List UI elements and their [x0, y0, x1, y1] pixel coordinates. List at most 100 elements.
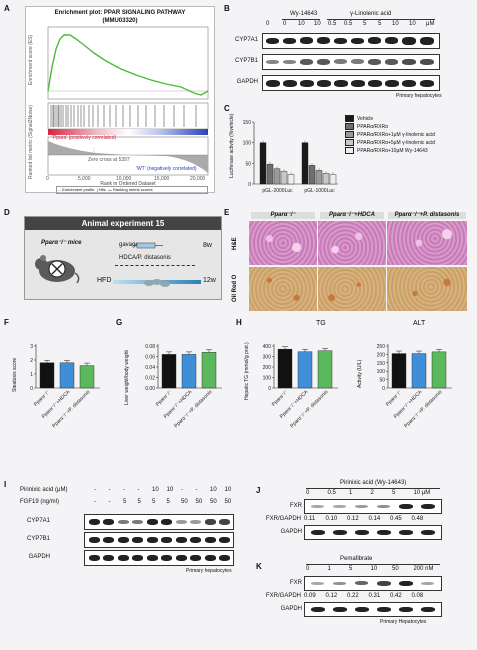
i-row1-value: 10: [166, 487, 174, 493]
blot-i-gapdh: [84, 550, 234, 566]
b-row-label: CYP7A1: [234, 37, 258, 43]
j-conc-row: 0 0.5 1 2 5 10 μM: [306, 490, 446, 498]
histology-he-3: [387, 221, 467, 265]
j-ratio: 0.11: [304, 516, 316, 522]
i-row1-value: 10: [224, 487, 232, 493]
syringe-icon: [133, 242, 163, 249]
f-ylabel: Steatosis score: [12, 357, 18, 392]
h-ylabel-alt: Activity (U/L): [357, 359, 363, 388]
ytick-label: 1: [30, 372, 33, 378]
k-ratio: 0.42: [390, 593, 402, 599]
j-row-label: GAPDH: [280, 529, 302, 535]
ytick-label: 0: [382, 386, 385, 392]
b-row-label: CYP7B1: [234, 58, 258, 64]
i-row2-value: 50: [224, 499, 232, 505]
schema-12w: 12w: [203, 277, 216, 284]
c-legend-item: PPARα/RXRα: [345, 123, 470, 131]
c-legend-label: PPARα/RXRα: [357, 124, 388, 130]
legend-swatch-icon: [345, 131, 354, 139]
c-legend-item: PPARα/RXRα+5μM γ-linolenic acid: [345, 139, 470, 147]
i-row1-values: - - - - 10 10 - - 10 10: [94, 487, 234, 495]
b-unit: μM: [426, 21, 435, 27]
k-ratio: 0.22: [347, 593, 359, 599]
i-row1-value: 10: [152, 487, 159, 493]
c-category-label: pGL-1000Luc: [304, 188, 335, 194]
c-legend-label: PPARα/RXRα+1μM γ-linolenic acid: [357, 132, 435, 138]
h-title-tg: TG: [316, 320, 326, 327]
j-conc: 5: [392, 490, 396, 496]
blot-k-gapdh: [304, 602, 442, 617]
bar: [391, 353, 407, 389]
bar: [201, 352, 217, 389]
b-conc: 10: [298, 21, 305, 27]
bar: [277, 348, 293, 389]
ytick-label: 200: [263, 365, 272, 371]
bar: [39, 362, 55, 389]
bar: [431, 351, 447, 389]
c-bar: [266, 163, 274, 185]
k-caption: Primary Hepatocytes: [380, 619, 427, 625]
panel-label-c: C: [224, 104, 230, 113]
i-row2-values: - - 5 5 5 5 50 50 50 50: [94, 499, 234, 507]
i-row2-value: 5: [152, 499, 156, 505]
e-row-label: H&E: [232, 237, 238, 250]
b-row-label: GAPDH: [236, 79, 258, 85]
mouse-icon: [35, 255, 80, 284]
i-row2-value: -: [108, 499, 111, 505]
bar: [411, 353, 427, 389]
h-ylabel-tg: Hepatic TG (mmol/g prot.): [244, 342, 250, 400]
panel-label-g: G: [116, 318, 123, 327]
j-conc: 1: [349, 490, 353, 496]
b-conc: 0.5: [344, 21, 353, 27]
gsea-subtitle: (MMU03320): [102, 18, 138, 24]
ytick-label: 200: [377, 352, 386, 358]
i-row2-value: 50: [210, 499, 217, 505]
k-conc: 200 nM: [413, 566, 434, 572]
c-legend-item: PPARα/RXRα+10μM Wy-14643: [345, 147, 470, 155]
schema-mice: Pparα⁻/⁻ mice: [41, 240, 82, 246]
bar: [317, 350, 333, 389]
i-row-label: CYP7B1: [26, 536, 50, 542]
ytick-label: 0.02: [145, 376, 155, 382]
bar: [79, 365, 95, 389]
c-bar: [308, 165, 316, 185]
legend-swatch-icon: [345, 123, 354, 131]
b-conc: 0: [283, 21, 287, 27]
blot-i-cyp7a1: [84, 514, 234, 530]
panel-label-j: J: [256, 486, 261, 495]
histology-oro-1: [249, 267, 317, 311]
category-label: Pparα⁻/⁻: [155, 389, 174, 408]
c-legend-item: Vehicle: [345, 115, 470, 123]
j-conc: 2: [370, 490, 374, 496]
category-label: Pparα⁻/⁻+P. distasonis: [173, 389, 213, 429]
blot-b-cyp7b1: [262, 54, 440, 70]
gsea-title: Enrichment plot: PPAR SIGNALING PATHWAY: [54, 10, 186, 16]
k-ratio: 0.12: [325, 593, 338, 599]
gsea-legend: — Enrichment profile | Hits ▬ Ranking me…: [56, 186, 208, 194]
j-row-label: FXR: [290, 503, 302, 509]
gsea-xtick: 0: [46, 176, 49, 182]
c-bar: [322, 173, 330, 185]
b-conc-row: 0 0 10 10 0.5 0.5 5 5 10 10 μM: [266, 21, 456, 30]
panel-label-h: H: [236, 318, 242, 327]
schema-hfd: HFD: [97, 277, 112, 284]
gsea-graphics: [47, 26, 209, 176]
h-title-alt: ALT: [413, 320, 426, 327]
panel-label-d: D: [4, 208, 10, 217]
i-row1-value: -: [94, 487, 96, 493]
category-label: Pparα⁻/⁻: [271, 389, 290, 408]
ytick-label: 250: [377, 344, 386, 350]
i-row-label: CYP7A1: [26, 518, 50, 524]
i-caption: Primary hepatocytes: [186, 568, 232, 574]
j-title: Pirinixic acid (Wy-14643): [340, 480, 407, 486]
legend-metric-icon: ▬: [106, 187, 114, 192]
ytick-label: 0: [268, 386, 271, 392]
k-ratio: 0.31: [368, 593, 381, 599]
k-ratio-label: FXR/GAPDH: [266, 593, 302, 599]
ytick-label: 0.04: [145, 365, 155, 371]
schema-8w: 8w: [203, 242, 212, 249]
b-group2: γ-Linolenic acid: [350, 11, 392, 17]
c-legend-label: PPARα/RXRα+5μM γ-linolenic acid: [357, 140, 435, 146]
c-legend-label: PPARα/RXRα+10μM Wy-14643: [357, 148, 428, 154]
e-col-label: Pparα⁻/⁻: [251, 212, 315, 219]
